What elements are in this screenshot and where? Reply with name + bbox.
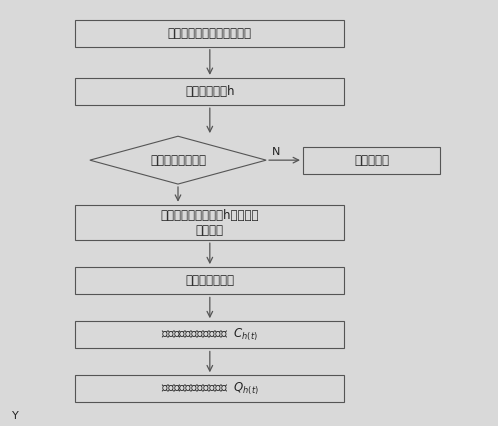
Text: 负荷时间弹性性能识别模块: 负荷时间弹性性能识别模块 [168, 27, 252, 40]
Text: 电力用户转移新增成本，  $C_{h(t)}$: 电力用户转移新增成本， $C_{h(t)}$ [161, 327, 258, 343]
FancyBboxPatch shape [75, 321, 345, 348]
FancyBboxPatch shape [75, 205, 345, 240]
Polygon shape [90, 136, 266, 184]
Text: 无时间弹性: 无时间弹性 [354, 154, 389, 167]
Text: 计算机搜索电力用户h的相关信
息、数据: 计算机搜索电力用户h的相关信 息、数据 [160, 209, 259, 236]
Text: 输入电力用户h: 输入电力用户h [185, 85, 235, 98]
Text: Y: Y [11, 411, 18, 421]
FancyBboxPatch shape [303, 147, 440, 174]
FancyBboxPatch shape [75, 78, 345, 105]
FancyBboxPatch shape [75, 375, 345, 403]
Text: 单位负荷转移新增成本，  $Q_{h(t)}$: 单位负荷转移新增成本， $Q_{h(t)}$ [161, 381, 259, 397]
FancyBboxPatch shape [75, 267, 345, 294]
Text: N: N [272, 147, 280, 157]
Text: 数据分析与处理: 数据分析与处理 [185, 274, 235, 287]
FancyBboxPatch shape [75, 20, 345, 47]
Text: 是否具有时间弹性: 是否具有时间弹性 [150, 154, 206, 167]
